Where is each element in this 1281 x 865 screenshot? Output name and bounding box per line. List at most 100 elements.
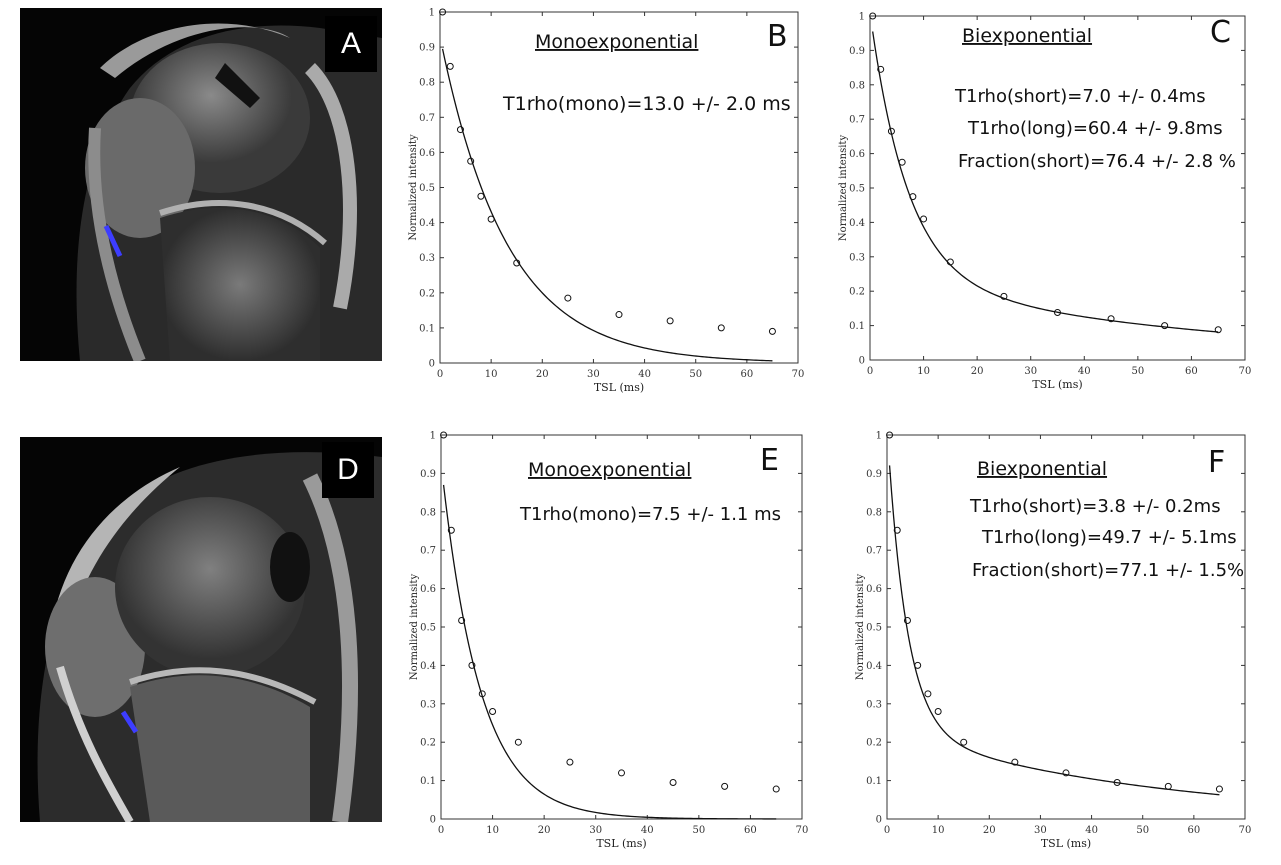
data-point xyxy=(1062,769,1070,777)
x-tick-label: 10 xyxy=(917,366,930,377)
y-tick-label: 0.1 xyxy=(419,323,435,334)
y-tick-label: 0.4 xyxy=(419,218,435,229)
x-tick-label: 40 xyxy=(1085,825,1098,836)
y-tick-label: 0.2 xyxy=(420,738,436,749)
x-tick-label: 20 xyxy=(536,369,549,380)
y-tick-label: 0.9 xyxy=(419,43,435,54)
plot-frame-E xyxy=(440,434,803,820)
data-point xyxy=(615,311,623,319)
data-point xyxy=(487,215,495,223)
data-point xyxy=(467,157,475,165)
data-point xyxy=(447,526,455,534)
data-point xyxy=(1011,758,1019,766)
fit-curve-C xyxy=(872,31,1219,333)
y-tick-label: 0.5 xyxy=(419,183,435,194)
knee-mri-sagittal-d xyxy=(37,452,382,822)
y-tick-label: 0.2 xyxy=(849,287,865,298)
data-point xyxy=(920,215,928,223)
y-tick-label: 0.5 xyxy=(849,184,865,195)
plot-heading-F: Biexponential xyxy=(977,458,1107,480)
y-axis-label: Normalized intensity xyxy=(838,135,849,242)
data-point xyxy=(1164,782,1172,790)
y-tick-label: 0.3 xyxy=(419,253,435,264)
y-tick-label: 0.8 xyxy=(849,80,865,91)
y-tick-label: 0.3 xyxy=(849,252,865,263)
data-point xyxy=(618,769,625,777)
x-tick-label: 60 xyxy=(744,825,757,836)
x-axis-label: TSL (ms) xyxy=(594,381,644,394)
data-point xyxy=(924,690,932,698)
x-axis-label: TSL (ms) xyxy=(1041,837,1091,850)
data-point xyxy=(1214,326,1222,334)
y-tick-label: 0.4 xyxy=(849,218,865,229)
data-point xyxy=(898,158,906,166)
data-point xyxy=(666,317,674,325)
plot-heading-E: Monoexponential xyxy=(528,459,691,481)
x-tick-label: 50 xyxy=(692,825,705,836)
y-tick-label: 0.5 xyxy=(866,623,882,634)
x-tick-label: 0 xyxy=(437,369,443,380)
data-point xyxy=(477,192,485,200)
data-point xyxy=(566,758,574,766)
data-point xyxy=(772,785,780,793)
data-point xyxy=(887,127,895,135)
mri-image-d: D xyxy=(20,437,382,822)
data-point xyxy=(960,738,968,746)
y-tick-label: 0.9 xyxy=(866,469,882,480)
data-point xyxy=(877,65,885,73)
x-tick-label: 30 xyxy=(1034,825,1047,836)
fit-parameter-label: T1rho(mono)=7.5 +/- 1.1 ms xyxy=(519,504,781,525)
y-tick-label: 0.3 xyxy=(420,699,436,710)
y-tick-label: 0.6 xyxy=(866,584,882,595)
fit-curve-B xyxy=(441,48,773,362)
data-point xyxy=(1215,785,1223,793)
data-point xyxy=(721,782,729,790)
y-tick-label: 1 xyxy=(859,12,865,23)
x-tick-label: 20 xyxy=(538,825,551,836)
data-point xyxy=(1161,322,1169,330)
y-tick-label: 0.6 xyxy=(420,584,436,595)
y-tick-label: 0.9 xyxy=(420,469,436,480)
data-point xyxy=(468,661,476,669)
y-tick-label: 0.5 xyxy=(420,623,436,634)
x-tick-label: 60 xyxy=(740,369,753,380)
x-tick-label: 40 xyxy=(1078,366,1091,377)
x-tick-label: 50 xyxy=(1136,825,1149,836)
x-tick-label: 50 xyxy=(689,369,702,380)
data-point xyxy=(1054,309,1061,317)
y-tick-label: 1 xyxy=(876,431,882,442)
data-point xyxy=(893,526,901,534)
data-point xyxy=(869,12,877,20)
fit-parameter-label: T1rho(short)=3.8 +/- 0.2ms xyxy=(969,496,1221,517)
y-tick-label: 0.6 xyxy=(849,149,865,160)
data-point xyxy=(514,738,522,746)
data-point xyxy=(564,294,572,302)
x-tick-label: 30 xyxy=(589,825,602,836)
x-tick-label: 20 xyxy=(983,825,996,836)
data-point xyxy=(1113,779,1121,787)
data-point xyxy=(478,690,486,698)
y-tick-label: 0.8 xyxy=(866,507,882,518)
x-tick-label: 10 xyxy=(932,825,945,836)
plot-heading-B: Monoexponential xyxy=(535,31,698,53)
y-tick-label: 0.7 xyxy=(849,115,865,126)
plot-heading-C: Biexponential xyxy=(962,25,1092,47)
panel-letter-f: F xyxy=(1208,445,1225,480)
data-point xyxy=(886,431,894,439)
data-point xyxy=(513,259,521,267)
x-tick-label: 70 xyxy=(792,369,805,380)
y-tick-label: 0.2 xyxy=(866,738,882,749)
x-tick-label: 30 xyxy=(587,369,600,380)
mri-image-a: A xyxy=(20,8,382,361)
fit-parameter-label: T1rho(long)=60.4 +/- 9.8ms xyxy=(967,118,1223,139)
y-tick-label: 0.1 xyxy=(866,776,882,787)
y-tick-label: 0.2 xyxy=(419,288,435,299)
x-tick-label: 70 xyxy=(1239,366,1252,377)
y-tick-label: 0.6 xyxy=(419,148,435,159)
data-point xyxy=(909,193,917,201)
data-point xyxy=(489,707,497,715)
y-tick-label: 0 xyxy=(876,815,882,826)
panel-letter-a: A xyxy=(325,16,377,72)
y-tick-label: 1 xyxy=(430,431,436,442)
data-point xyxy=(439,8,447,16)
